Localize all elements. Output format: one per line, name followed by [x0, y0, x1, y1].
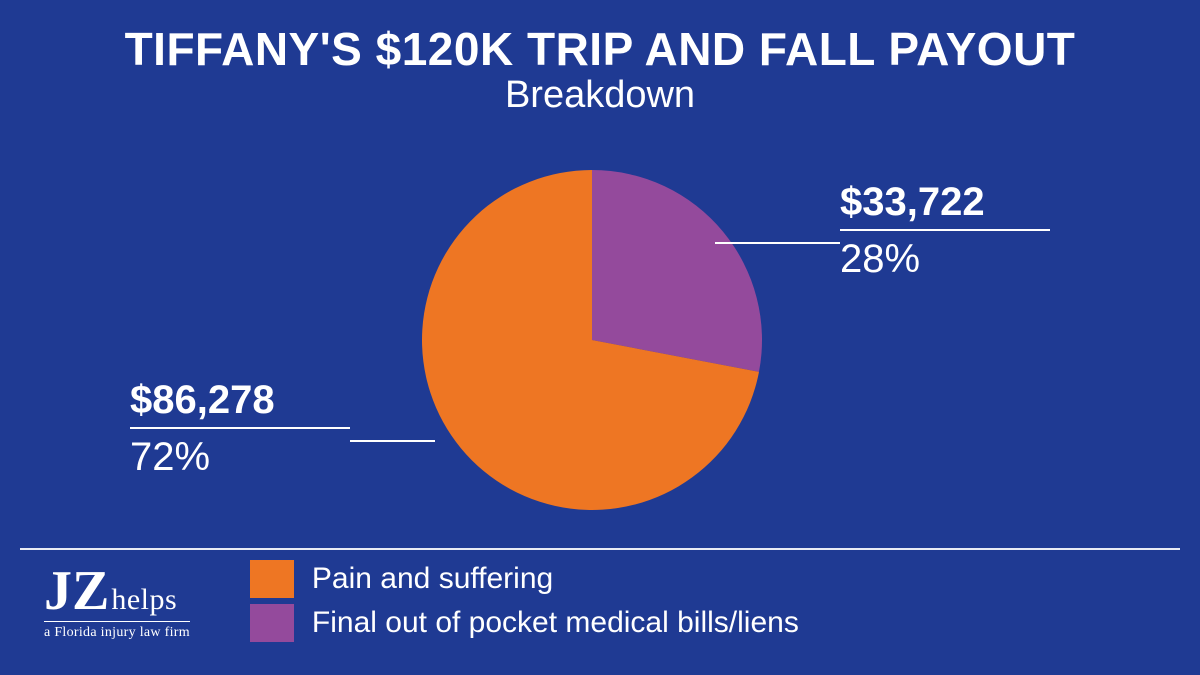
logo-jz: JZ: [44, 563, 109, 619]
infographic-canvas: TIFFANY'S $120K TRIP AND FALL PAYOUT Bre…: [0, 0, 1200, 675]
legend-label-medical: Final out of pocket medical bills/liens: [312, 606, 799, 640]
legend-row-medical: Final out of pocket medical bills/liens: [250, 604, 799, 642]
footer: JZhelps a Florida injury law firm Pain a…: [0, 560, 1200, 642]
callout-medical: $33,722 28%: [840, 180, 1050, 282]
logo-tagline: a Florida injury law firm: [44, 621, 190, 640]
callout-pain-amount: $86,278: [130, 378, 350, 423]
logo: JZhelps a Florida injury law firm: [44, 563, 190, 640]
callout-medical-underline: [840, 229, 1050, 231]
callout-pain: $86,278 72%: [130, 378, 350, 480]
pie-slice-medical: [592, 170, 762, 372]
callout-pain-percent: 72%: [130, 435, 350, 480]
footer-divider: [20, 548, 1180, 550]
legend-swatch-medical: [250, 604, 294, 642]
legend: Pain and suffering Final out of pocket m…: [250, 560, 799, 642]
callout-medical-percent: 28%: [840, 237, 1050, 282]
callout-pain-underline: [130, 427, 350, 429]
legend-label-pain: Pain and suffering: [312, 562, 553, 596]
logo-helps: helps: [111, 585, 177, 615]
legend-swatch-pain: [250, 560, 294, 598]
legend-row-pain: Pain and suffering: [250, 560, 799, 598]
callout-medical-amount: $33,722: [840, 180, 1050, 225]
